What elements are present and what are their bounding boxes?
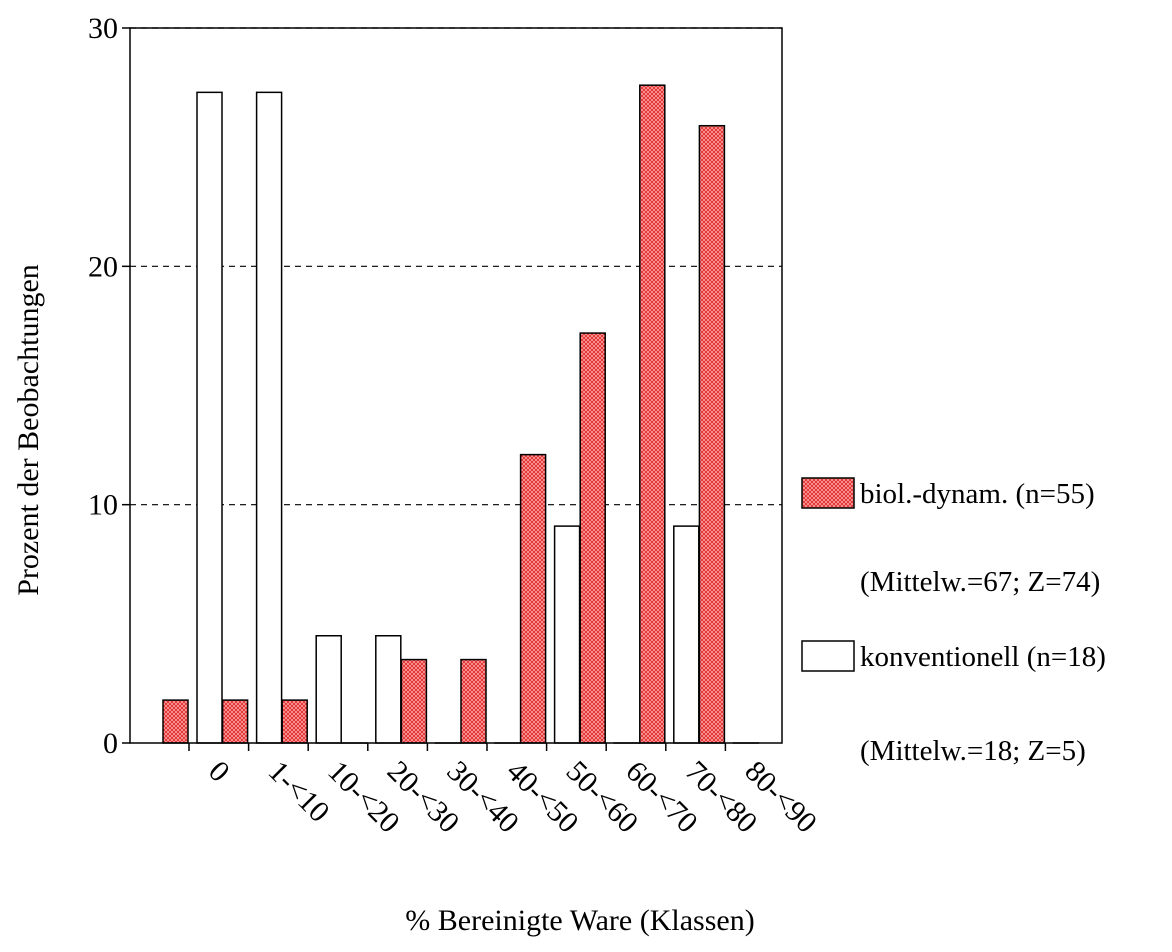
y-tick-label: 10	[88, 489, 118, 522]
legend-label-biol: biol.-dynam. (n=55)	[860, 478, 1095, 510]
bar-biol-6	[519, 453, 547, 744]
bar-konv-2	[315, 635, 342, 744]
legend-swatch-biol	[801, 477, 855, 509]
bar-biol-9	[698, 124, 726, 744]
y-axis-ticks: 0 10 20 30	[88, 12, 130, 760]
bar-konv-6	[553, 525, 581, 744]
x-tick-label: 0	[202, 755, 236, 789]
y-tick-label: 20	[88, 250, 118, 283]
grid-lines	[130, 27, 782, 506]
bar-konv-0	[196, 91, 223, 744]
bar-biol-4	[400, 658, 428, 744]
x-axis-ticks: 0 1-<1010-<2020-<3030-<4040-<5050-<6060-<…	[188, 743, 823, 839]
bar-konv-8	[673, 525, 700, 744]
y-tick-label: 0	[103, 727, 118, 760]
bars	[162, 84, 760, 744]
x-tick-label: 1-<10	[262, 755, 336, 829]
bar-biol-2	[281, 699, 308, 744]
y-tick-label: 30	[88, 12, 118, 45]
legend-label-konv: konventionell (n=18)	[860, 641, 1106, 673]
bar-biol-1	[221, 699, 249, 744]
bar-biol-7	[579, 332, 606, 744]
legend: biol.-dynam. (n=55) (Mittelw.=67; Z=74) …	[801, 477, 1106, 767]
legend-sublabel-biol: (Mittelw.=67; Z=74)	[860, 566, 1100, 598]
bar-biol-8	[639, 84, 666, 744]
legend-sublabel-konv: (Mittelw.=18; Z=5)	[860, 735, 1086, 767]
bar-biol-5	[460, 658, 487, 744]
legend-swatch-konv	[801, 640, 855, 672]
plot-frame	[129, 27, 783, 744]
y-axis-label: Prozent der Beobachtungen	[12, 264, 45, 596]
x-axis-label: % Bereinigte Ware (Klassen)	[405, 904, 754, 937]
bar-konv-1	[255, 91, 283, 744]
axes	[129, 27, 783, 744]
bar-biol-0	[162, 699, 189, 744]
bar-konv-3	[375, 635, 402, 744]
